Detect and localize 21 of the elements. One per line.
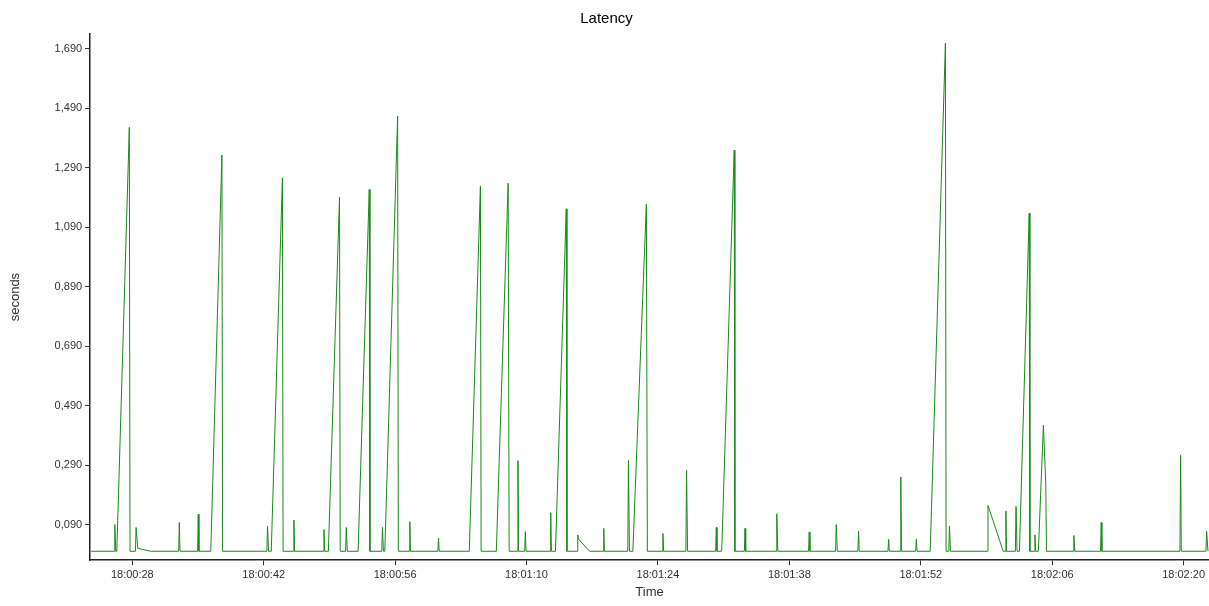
- x-tick-label: 18:02:06: [1030, 567, 1074, 580]
- x-tick-label: 18:01:52: [899, 567, 943, 580]
- y-tick-label: 0,290: [54, 458, 83, 471]
- x-tick-label: 18:00:56: [373, 567, 417, 580]
- x-tick-label: 18:01:38: [767, 567, 811, 580]
- y-axis-title: seconds: [7, 272, 23, 322]
- x-tick-label: 18:00:28: [110, 567, 154, 580]
- y-tick-label: 1,290: [54, 160, 83, 173]
- y-tick-label: 1,490: [54, 101, 83, 114]
- y-tick-label: 0,690: [54, 339, 83, 352]
- y-tick-label: 0,090: [54, 517, 83, 530]
- x-tick-label: 18:01:10: [505, 567, 548, 580]
- chart-title: Latency: [580, 9, 634, 27]
- x-tick-label: 18:00:42: [242, 567, 286, 580]
- y-tick-label: 0,890: [54, 279, 83, 292]
- y-tick-label: 0,490: [54, 398, 83, 411]
- y-tick-label: 1,690: [54, 41, 83, 54]
- x-tick-label: 18:01:24: [636, 567, 680, 580]
- y-tick-label: 1,090: [54, 220, 83, 233]
- x-tick-label: 18:02:20: [1162, 567, 1206, 580]
- x-axis-title: Time: [635, 583, 664, 599]
